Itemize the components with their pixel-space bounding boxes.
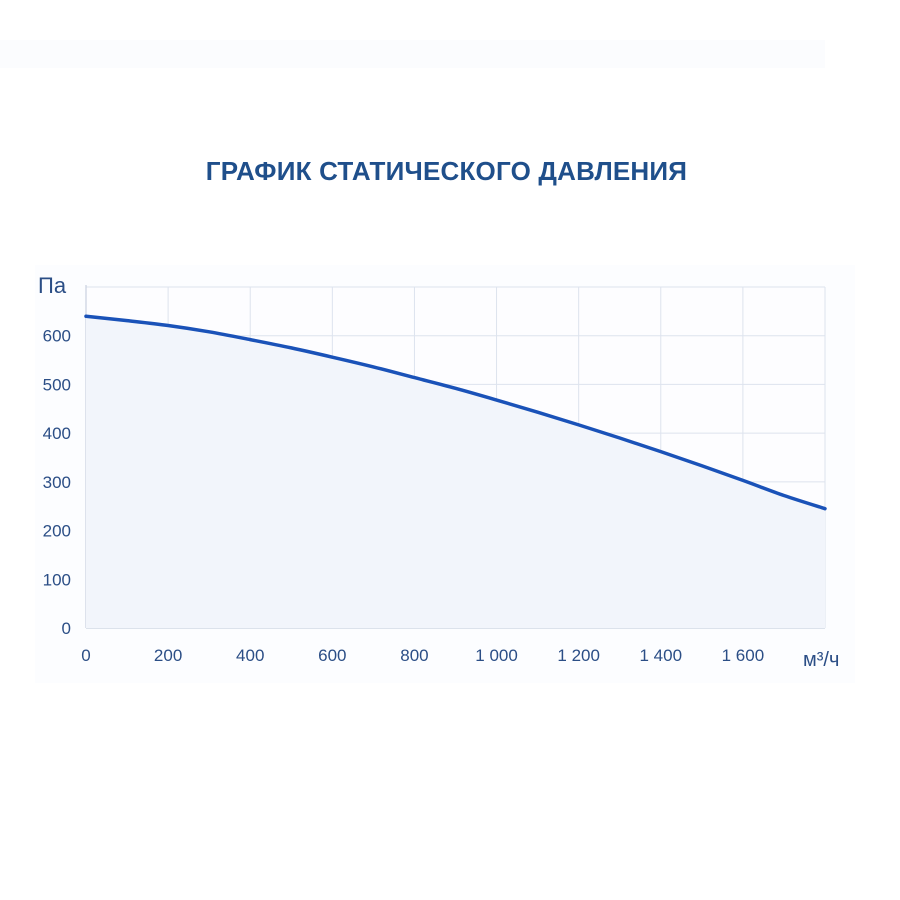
x-tick-label: 400 — [236, 646, 264, 665]
y-tick-label: 400 — [43, 424, 71, 443]
y-tick-label: 200 — [43, 522, 71, 541]
x-tick-label: 0 — [81, 646, 90, 665]
top-band — [0, 40, 825, 68]
y-axis-unit-label: Па — [38, 273, 67, 298]
x-tick-label: 600 — [318, 646, 346, 665]
y-tick-label: 500 — [43, 375, 71, 394]
series-line — [84, 314, 827, 511]
x-axis-unit-label: м³/ч — [803, 649, 839, 671]
y-tick-label: 300 — [43, 473, 71, 492]
series-area-fill — [86, 316, 825, 628]
x-tick-label: 1 600 — [722, 646, 765, 665]
x-tick-label: 200 — [154, 646, 182, 665]
x-tick-label: 1 200 — [557, 646, 600, 665]
y-tick-label: 0 — [62, 619, 71, 638]
y-tick-label: 600 — [43, 327, 71, 346]
y-tick-label: 100 — [43, 570, 71, 589]
x-tick-label: 1 400 — [640, 646, 683, 665]
x-tick-label: 800 — [400, 646, 428, 665]
chart-title: ГРАФИК СТАТИЧЕСКОГО ДАВЛЕНИЯ — [205, 156, 688, 186]
x-tick-label: 1 000 — [475, 646, 518, 665]
